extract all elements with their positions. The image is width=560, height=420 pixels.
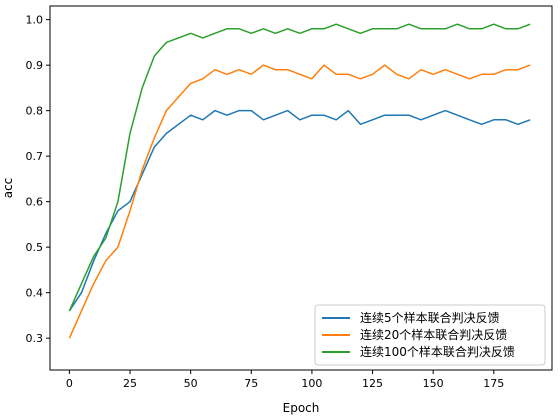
- series-line-0: [68, 109, 531, 312]
- y-axis-ticks: 0.3 0.4 0.5 0.6 0.7 0.8 0.9 1.0: [26, 14, 50, 345]
- y-tick-label: 1.0: [26, 14, 44, 27]
- legend-label-2: 连续100个样本联合判决反馈: [360, 344, 515, 359]
- legend: 连续5个样本联合判决反馈 连续20个样本联合判决反馈 连续100个样本联合判决反…: [314, 304, 546, 366]
- x-tick-label: 150: [423, 377, 444, 390]
- plot-area-frame: [49, 5, 553, 371]
- y-tick-label: 0.6: [26, 196, 44, 209]
- x-axis-ticks: 0 25 50 75 100 125 150 175: [66, 370, 504, 390]
- y-tick-label: 0.3: [26, 332, 44, 345]
- x-tick-label: 0: [66, 377, 73, 390]
- legend-label-0: 连续5个样本联合判决反馈: [360, 310, 500, 325]
- x-tick-label: 75: [244, 377, 258, 390]
- legend-frame: [314, 304, 546, 366]
- y-tick-label: 0.9: [26, 59, 44, 72]
- x-tick-label: 125: [362, 377, 383, 390]
- legend-label-1: 连续20个样本联合判决反馈: [360, 327, 507, 342]
- x-axis-label: Epoch: [283, 401, 320, 415]
- x-tick-label: 50: [184, 377, 198, 390]
- y-tick-label: 0.5: [26, 241, 44, 254]
- series-line-1: [68, 64, 531, 339]
- x-tick-label: 25: [123, 377, 137, 390]
- series-lines-layer: [68, 23, 531, 339]
- y-tick-label: 0.4: [26, 287, 44, 300]
- y-tick-label: 0.8: [26, 105, 44, 118]
- y-tick-label: 0.7: [26, 150, 44, 163]
- x-tick-label: 100: [301, 377, 322, 390]
- y-axis-label: acc: [1, 178, 15, 199]
- series-line-2: [68, 23, 531, 312]
- x-tick-label: 175: [483, 377, 504, 390]
